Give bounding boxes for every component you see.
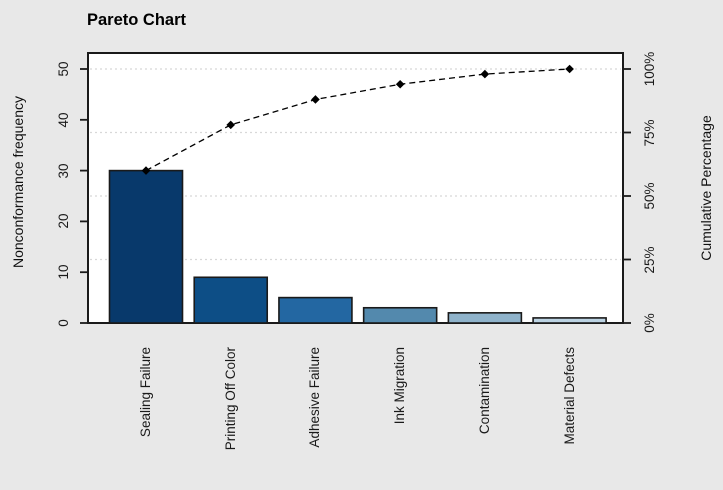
category-label: Ink Migration bbox=[392, 347, 408, 425]
right-tick-label: 50% bbox=[642, 182, 657, 210]
cumulative-point-2 bbox=[311, 95, 320, 104]
bar-4 bbox=[447, 312, 523, 324]
category-label: Sealing Failure bbox=[138, 347, 153, 438]
right-tick-label: 25% bbox=[642, 245, 657, 274]
left-tick-label: 0 bbox=[56, 319, 71, 327]
left-tick-label: 20 bbox=[56, 213, 71, 229]
y-axis-title-right: Cumulative Percentage bbox=[698, 115, 714, 261]
cumulative-point-0 bbox=[141, 166, 151, 175]
bar-2 bbox=[278, 296, 353, 324]
cumulative-point-3 bbox=[395, 79, 405, 89]
left-tick-label: 50 bbox=[56, 61, 71, 77]
chart-title: Pareto Chart bbox=[87, 11, 187, 29]
right-tick-label: 0% bbox=[642, 313, 657, 333]
bar-3 bbox=[362, 306, 438, 324]
category-label: Printing Off Color bbox=[222, 347, 238, 451]
y-axis-title-left: Nonconformance frequency bbox=[10, 96, 26, 268]
cumulative-point-4 bbox=[480, 69, 490, 79]
right-tick-label: 100% bbox=[642, 51, 657, 87]
left-tick-label: 10 bbox=[56, 264, 71, 280]
right-tick-label: 75% bbox=[642, 118, 657, 147]
bar-5 bbox=[532, 317, 607, 324]
category-label: Material Defects bbox=[561, 347, 577, 445]
bar-0 bbox=[108, 169, 184, 324]
cumulative-point-5 bbox=[565, 64, 574, 74]
cumulative-line bbox=[145, 68, 570, 172]
category-label: Contamination bbox=[476, 347, 492, 435]
category-label: Adhesive Failure bbox=[307, 347, 323, 448]
cumulative-point-1 bbox=[226, 120, 236, 130]
left-tick-label: 40 bbox=[56, 112, 71, 128]
bar-1 bbox=[193, 276, 269, 324]
left-tick-label: 30 bbox=[56, 163, 71, 179]
